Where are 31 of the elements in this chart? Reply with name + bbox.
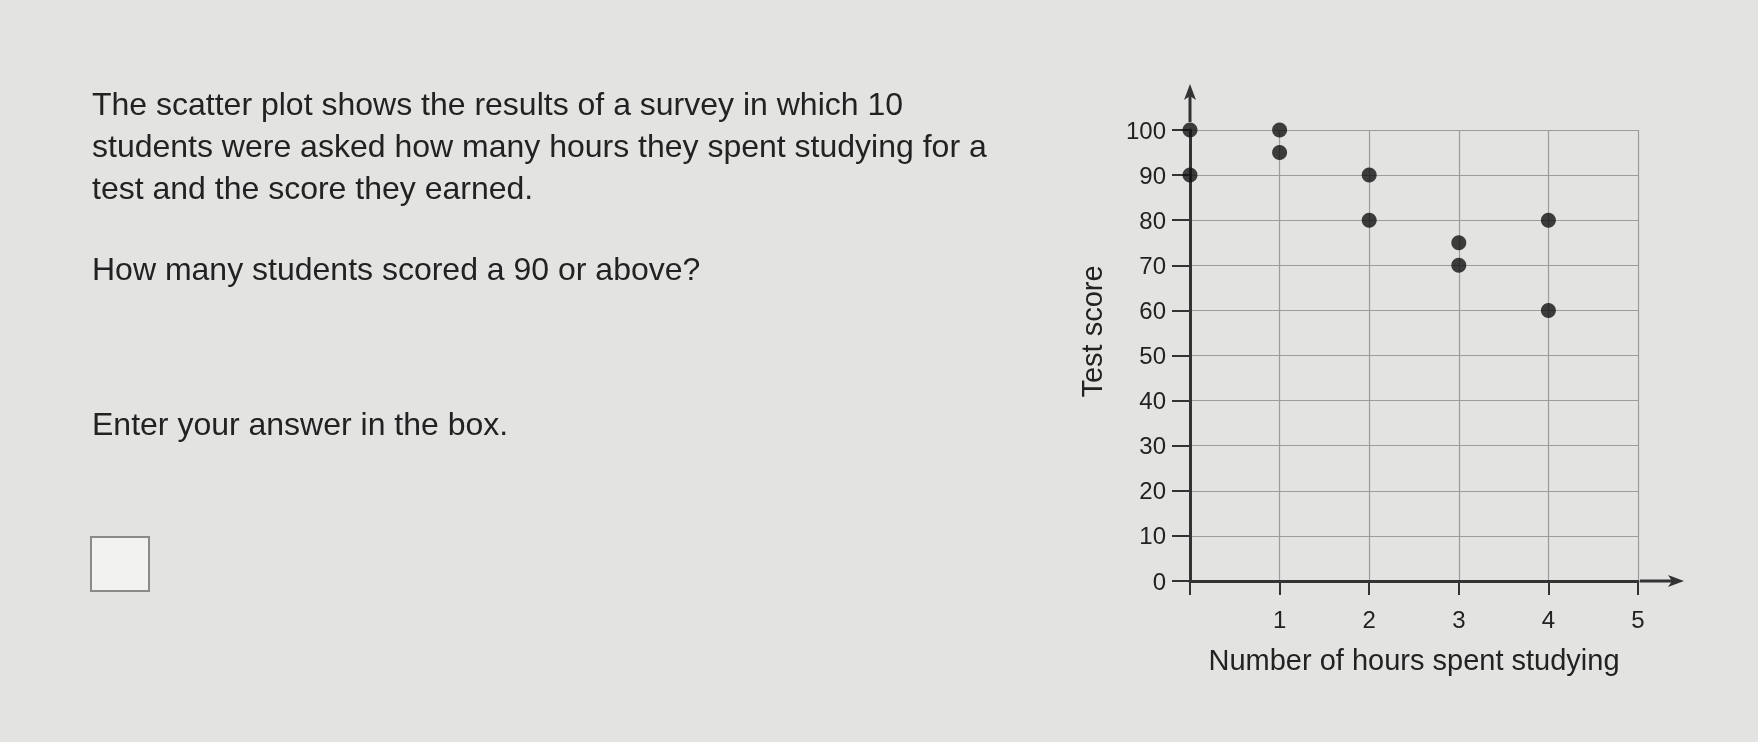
y-tick-label: 30 <box>1139 432 1166 460</box>
y-tick-label: 0 <box>1152 567 1166 595</box>
point <box>1182 122 1198 138</box>
point <box>1361 167 1377 183</box>
text: How many students scored a 90 or above? <box>92 250 702 289</box>
text: The scatter plot shows the results of a survey in which 10 students were asked how many hours they spent studying for a test and the score they earned. <box>92 85 988 208</box>
y-tick-label: 20 <box>1139 477 1166 505</box>
point <box>1182 167 1198 183</box>
y-tick-label: 60 <box>1139 296 1166 324</box>
x-axis-title: Number of hours spent studying <box>1208 643 1620 676</box>
y-tick-label: 10 <box>1139 522 1166 550</box>
y-tick-label: 100 <box>1125 116 1166 144</box>
x-tick-label: 3 <box>1452 605 1466 633</box>
y-tick-label: 80 <box>1139 206 1166 234</box>
x-tick-label: 4 <box>1541 605 1556 633</box>
y-axis-title: Test score <box>1075 265 1108 398</box>
point <box>1272 145 1288 161</box>
y-tick-label: 40 <box>1139 387 1166 415</box>
y-tick-label: 90 <box>1139 161 1166 189</box>
x-tick-label: 5 <box>1631 605 1645 633</box>
point <box>1451 257 1467 273</box>
point <box>1272 122 1288 138</box>
point <box>1361 212 1377 228</box>
y-tick-label: 50 <box>1139 342 1166 369</box>
point <box>1540 302 1556 318</box>
point <box>1540 212 1556 228</box>
y-tick-label: 70 <box>1139 251 1166 279</box>
x-tick-label: 1 <box>1272 605 1287 633</box>
x-tick-label: 2 <box>1362 605 1376 633</box>
text: Enter your answer in the box. <box>92 405 510 444</box>
point <box>1451 235 1467 251</box>
